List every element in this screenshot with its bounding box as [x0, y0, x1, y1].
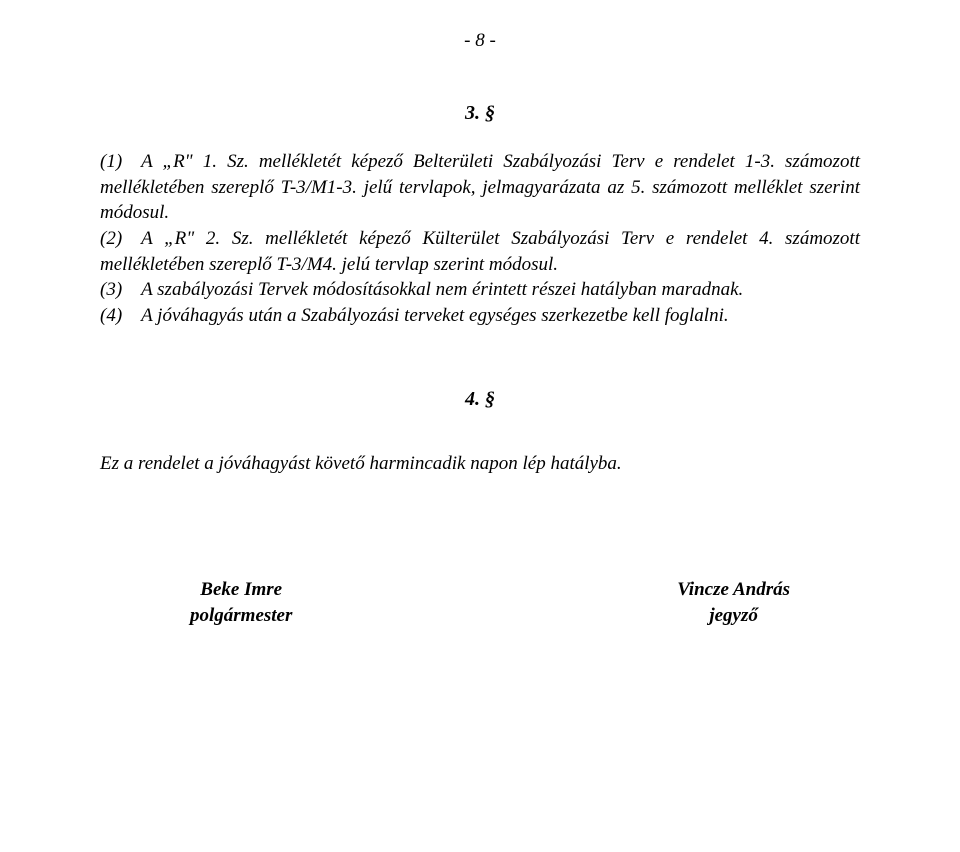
signature-left: Beke Imre polgármester [190, 577, 292, 628]
section-3-body: (1) A „R" 1. Sz. mellékletét képező Belt… [100, 149, 860, 328]
page-number: - 8 - [100, 30, 860, 52]
signature-left-name: Beke Imre [190, 577, 292, 603]
section-4-heading: 4. § [100, 388, 860, 411]
section-3-para-2: (2) A „R" 2. Sz. mellékletét képező Kült… [100, 226, 860, 277]
signatures-block: Beke Imre polgármester Vincze András jeg… [100, 577, 860, 628]
section-3-para-3: (3) A szabályozási Tervek módosításokkal… [100, 277, 860, 303]
signature-right-name: Vincze András [677, 577, 790, 603]
section-3-para-4: (4) A jóváhagyás után a Szabályozási ter… [100, 303, 860, 329]
signature-right: Vincze András jegyző [677, 577, 790, 628]
section-3-para-1: (1) A „R" 1. Sz. mellékletét képező Belt… [100, 149, 860, 226]
section-3-heading: 3. § [100, 102, 860, 125]
signature-left-title: polgármester [190, 603, 292, 629]
signature-right-title: jegyző [677, 603, 790, 629]
section-4-body: Ez a rendelet a jóváhagyást követő harmi… [100, 451, 860, 477]
